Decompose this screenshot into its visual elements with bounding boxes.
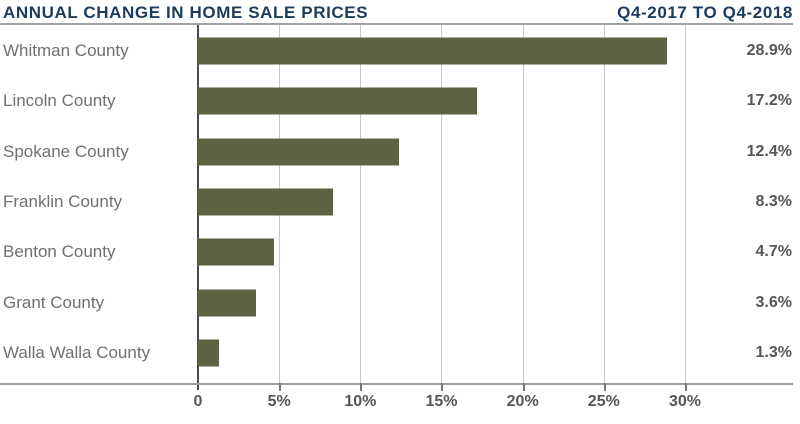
bar-rows: Whitman County 28.9% Lincoln County 17.2… <box>0 26 800 378</box>
x-axis-line <box>0 383 793 385</box>
value-label: 12.4% <box>746 142 792 160</box>
tick-mark <box>603 383 606 391</box>
value-label: 3.6% <box>755 293 792 311</box>
bar <box>198 339 220 367</box>
bar-row: Grant County 3.6% <box>0 277 800 327</box>
x-tick-label: 5% <box>267 393 291 410</box>
value-label: 8.3% <box>755 193 792 211</box>
category-label: Walla Walla County <box>3 342 151 362</box>
category-label: Spokane County <box>3 141 129 161</box>
chart-period: Q4-2017 TO Q4-2018 <box>617 3 793 22</box>
category-label: Franklin County <box>3 192 123 212</box>
gridline <box>522 25 524 383</box>
bar <box>198 37 668 65</box>
bar <box>198 289 257 317</box>
header-rule <box>0 23 793 25</box>
x-tick-label: 30% <box>668 393 701 410</box>
bar <box>198 238 275 266</box>
x-tick-label: 25% <box>587 393 620 410</box>
gridline <box>684 25 686 383</box>
gridline <box>603 25 605 383</box>
x-tick-label: 20% <box>506 393 539 410</box>
x-tick-label: 15% <box>425 393 458 410</box>
chart-title: ANNUAL CHANGE IN HOME SALE PRICES <box>3 3 369 22</box>
tick-mark <box>441 383 444 391</box>
category-label: Lincoln County <box>3 91 116 111</box>
bar-row: Benton County 4.7% <box>0 227 800 277</box>
x-tick-label: 0 <box>193 393 203 410</box>
bar-row: Franklin County 8.3% <box>0 177 800 227</box>
bar <box>198 138 400 166</box>
value-label: 28.9% <box>746 42 792 60</box>
bar-row: Whitman County 28.9% <box>0 26 800 76</box>
bar-row: Walla Walla County 1.3% <box>0 328 800 378</box>
tick-mark <box>684 383 687 391</box>
bar-row: Lincoln County 17.2% <box>0 76 800 126</box>
tick-mark <box>522 383 525 391</box>
bar <box>198 87 478 115</box>
value-label: 1.3% <box>755 343 792 361</box>
category-label: Benton County <box>3 242 116 262</box>
category-label: Whitman County <box>3 41 129 61</box>
value-label: 17.2% <box>746 92 792 110</box>
tick-mark <box>360 383 363 391</box>
x-tick-label: 10% <box>344 393 377 410</box>
gridline <box>360 25 362 383</box>
gridline <box>441 25 443 383</box>
value-label: 4.7% <box>755 243 792 261</box>
tick-mark <box>279 383 282 391</box>
bar <box>198 188 333 216</box>
category-label: Grant County <box>3 292 105 312</box>
bar-row: Spokane County 12.4% <box>0 127 800 177</box>
